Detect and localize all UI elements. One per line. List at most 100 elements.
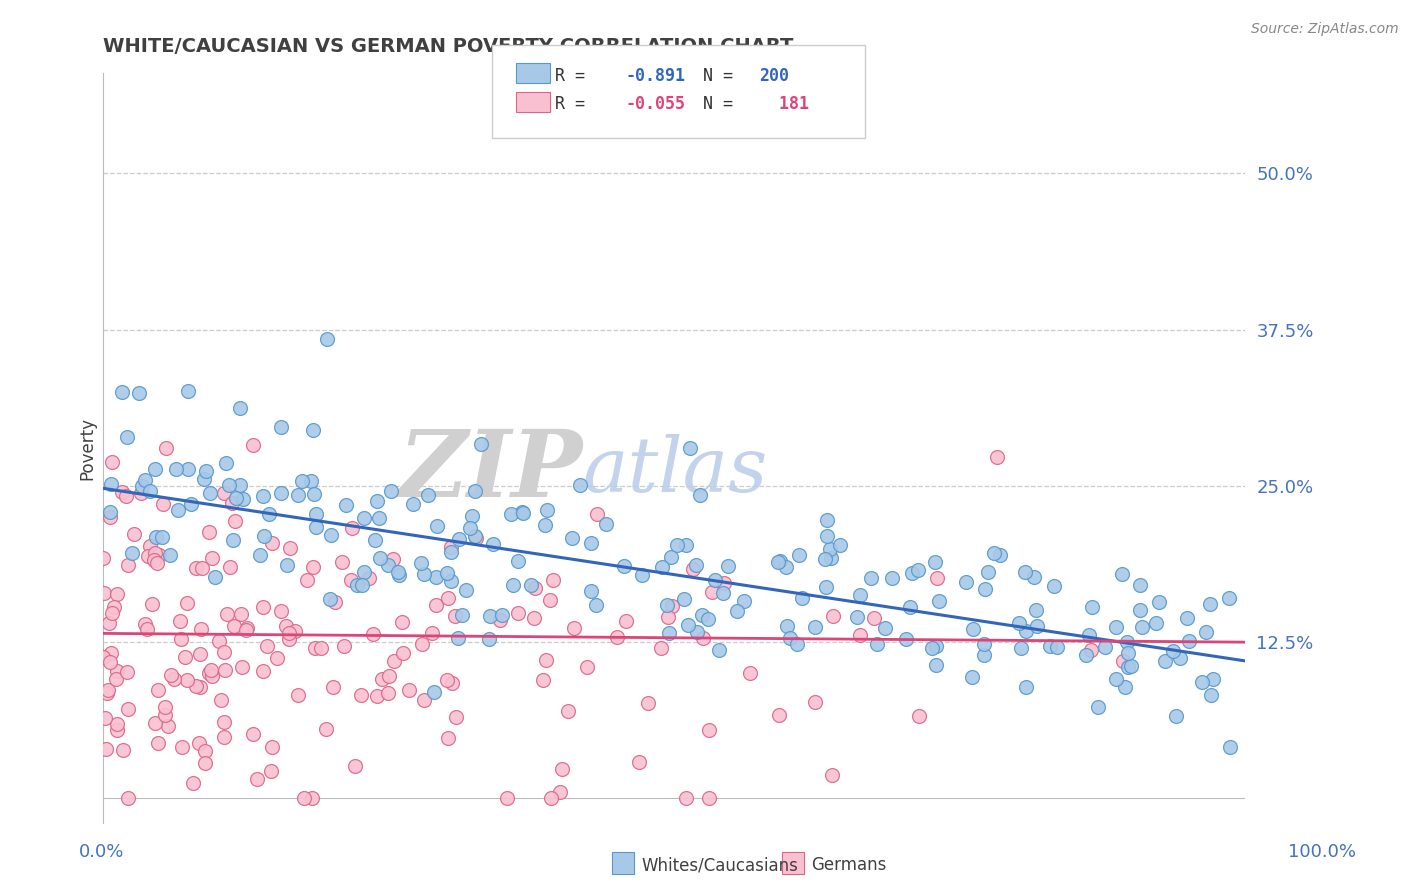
Point xyxy=(1087,699,1109,714)
Point xyxy=(200,669,222,683)
Point xyxy=(274,619,297,633)
Point xyxy=(924,555,946,569)
Point xyxy=(1077,628,1099,642)
Point xyxy=(212,715,235,730)
Point xyxy=(98,655,121,669)
Point xyxy=(229,607,252,622)
Point xyxy=(821,768,844,782)
Point xyxy=(1199,688,1222,702)
Point xyxy=(1178,634,1201,648)
Point xyxy=(901,566,924,581)
Point xyxy=(194,743,217,757)
Point xyxy=(302,559,325,574)
Text: -0.891: -0.891 xyxy=(626,67,686,85)
Point xyxy=(1147,594,1170,608)
Point xyxy=(440,545,463,559)
Point xyxy=(363,627,385,641)
Point xyxy=(711,586,734,600)
Point xyxy=(388,568,411,582)
Point xyxy=(105,587,128,601)
Point xyxy=(977,565,1000,579)
Point xyxy=(614,614,637,628)
Point xyxy=(197,525,219,540)
Point xyxy=(252,600,274,615)
Point xyxy=(377,558,399,572)
Point xyxy=(1161,643,1184,657)
Point xyxy=(1094,640,1116,654)
Point xyxy=(278,626,301,640)
Point xyxy=(180,498,202,512)
Point xyxy=(229,401,252,415)
Point xyxy=(928,593,950,607)
Point xyxy=(413,566,436,581)
Point xyxy=(346,578,368,592)
Point xyxy=(866,637,889,651)
Point xyxy=(146,556,169,570)
Point xyxy=(366,493,388,508)
Point xyxy=(319,592,342,607)
Point xyxy=(115,430,138,444)
Point xyxy=(426,518,449,533)
Point xyxy=(672,592,695,607)
Point xyxy=(188,647,211,661)
Point xyxy=(1199,597,1222,611)
Point xyxy=(391,615,413,629)
Point xyxy=(96,686,118,700)
Point xyxy=(461,509,484,524)
Point xyxy=(105,672,128,686)
Point xyxy=(163,672,186,686)
Point xyxy=(983,546,1005,560)
Point xyxy=(145,530,167,544)
Point xyxy=(550,762,572,776)
Point xyxy=(585,508,607,522)
Point xyxy=(229,478,252,492)
Point xyxy=(1015,680,1038,694)
Point xyxy=(502,578,524,592)
Point xyxy=(960,670,983,684)
Point xyxy=(679,441,702,455)
Point xyxy=(146,682,169,697)
Point xyxy=(628,756,651,770)
Point xyxy=(208,633,231,648)
Point xyxy=(148,548,170,562)
Point xyxy=(256,639,278,653)
Point xyxy=(738,665,761,680)
Point xyxy=(606,630,628,644)
Point xyxy=(335,499,357,513)
Point xyxy=(143,546,166,560)
Point xyxy=(221,496,243,510)
Point xyxy=(311,640,333,655)
Point xyxy=(418,488,440,502)
Point xyxy=(134,617,156,632)
Point xyxy=(143,462,166,476)
Point xyxy=(907,563,929,577)
Point xyxy=(491,608,513,623)
Point xyxy=(190,623,212,637)
Point xyxy=(176,673,198,688)
Point xyxy=(370,672,392,686)
Point xyxy=(366,689,388,703)
Point xyxy=(436,566,458,581)
Y-axis label: Poverty: Poverty xyxy=(79,417,96,480)
Point xyxy=(117,665,139,679)
Point xyxy=(101,606,124,620)
Point xyxy=(512,506,534,520)
Point xyxy=(437,591,460,605)
Point xyxy=(231,660,253,674)
Point xyxy=(1081,599,1104,614)
Point xyxy=(155,441,177,455)
Point xyxy=(685,558,707,572)
Point xyxy=(316,332,339,346)
Text: R =: R = xyxy=(555,67,595,85)
Point xyxy=(845,610,868,624)
Point xyxy=(658,626,681,640)
Point xyxy=(548,785,571,799)
Point xyxy=(413,692,436,706)
Point xyxy=(287,488,309,502)
Point xyxy=(295,573,318,587)
Point xyxy=(136,622,159,636)
Point xyxy=(441,676,464,690)
Point xyxy=(153,707,176,722)
Point xyxy=(676,617,699,632)
Point xyxy=(595,516,617,531)
